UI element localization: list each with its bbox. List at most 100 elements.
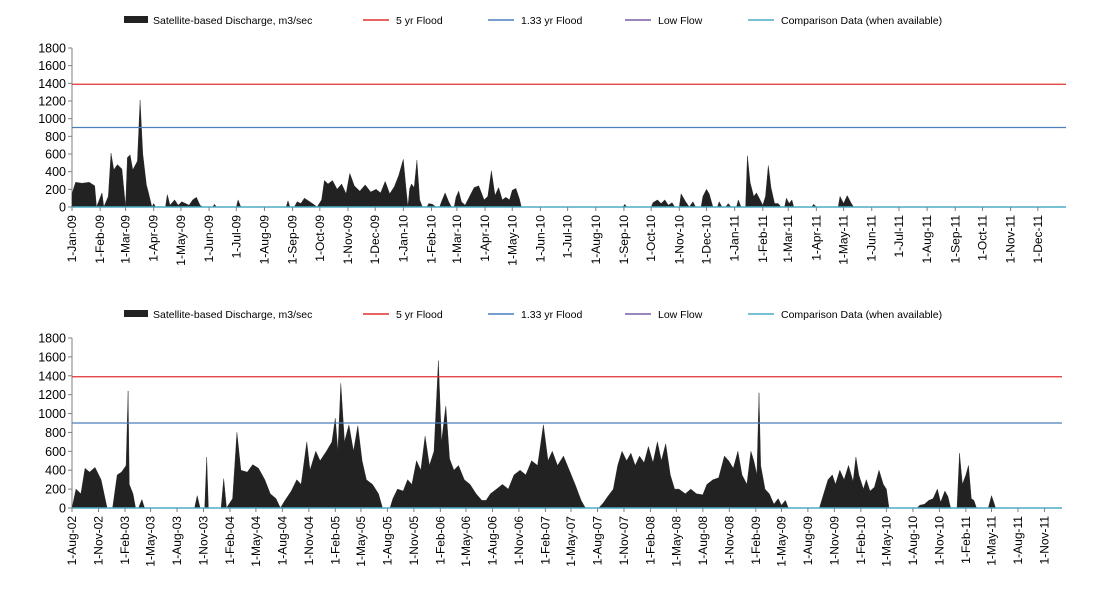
x-tick-label: 1-Nov-07 bbox=[617, 516, 631, 566]
y-tick-label: 1400 bbox=[38, 369, 66, 383]
x-tick-label: 1-Feb-09 bbox=[749, 516, 763, 565]
y-tick-label: 1400 bbox=[38, 77, 66, 91]
y-tick-label: 1200 bbox=[38, 388, 66, 402]
x-tick-label: 1-Nov-03 bbox=[197, 516, 211, 566]
x-tick-label: 1-Feb-10 bbox=[424, 215, 438, 264]
legend-swatch-discharge bbox=[124, 310, 148, 317]
x-tick-label: 1-Dec-09 bbox=[368, 215, 382, 265]
x-tick-label: 1-Sep-09 bbox=[286, 215, 300, 265]
legend-swatch-discharge bbox=[124, 16, 148, 23]
x-tick-label: 1-Aug-10 bbox=[589, 215, 603, 265]
x-tick-label: 1-Jun-10 bbox=[533, 215, 547, 263]
y-tick-label: 200 bbox=[45, 483, 66, 497]
x-tick-label: 1-Aug-07 bbox=[591, 516, 605, 566]
x-tick-label: 1-Nov-04 bbox=[302, 516, 316, 566]
x-tick-label: 1-Feb-08 bbox=[643, 516, 657, 565]
x-tick-label: 1-Dec-10 bbox=[700, 215, 714, 265]
x-tick-label: 1-May-03 bbox=[144, 516, 158, 567]
x-tick-label: 1-Aug-04 bbox=[275, 516, 289, 566]
chart-2: Satellite-based Discharge, m3/sec 5 yr Fl… bbox=[38, 309, 1062, 567]
x-tick-label: 1-Apr-10 bbox=[478, 215, 492, 262]
x-tick-label: 1-Dec-11 bbox=[1031, 215, 1045, 264]
x-tick-label: 1-May-10 bbox=[505, 215, 519, 266]
x-tick-label: 1-Nov-10 bbox=[672, 215, 686, 265]
y-tick-label: 1000 bbox=[38, 112, 66, 126]
x-tick-label: 1-Apr-11 bbox=[809, 215, 823, 261]
x-tick-label: 1-Oct-10 bbox=[644, 215, 658, 262]
x-tick-label: 1-Jun-11 bbox=[865, 215, 879, 262]
y-tick-label: 600 bbox=[45, 445, 66, 459]
x-tick-label: 1-Nov-09 bbox=[827, 516, 841, 566]
y-tick-label: 800 bbox=[45, 130, 66, 144]
x-tick-label: 1-May-07 bbox=[564, 516, 578, 567]
x-tick-label: 1-May-09 bbox=[174, 215, 188, 266]
x-tick-label: 1-Oct-09 bbox=[313, 215, 327, 262]
x-tick-label: 1-Aug-03 bbox=[170, 516, 184, 566]
x-tick-label: 1-Aug-09 bbox=[801, 516, 815, 566]
x-tick-label: 1-Aug-02 bbox=[65, 516, 79, 566]
x-tick-label: 1-Mar-10 bbox=[450, 215, 464, 264]
x-tick-label: 1-Jul-10 bbox=[561, 215, 575, 259]
x-tick-label: 1-Feb-10 bbox=[854, 516, 868, 565]
x-tick-label: 1-Aug-11 bbox=[920, 215, 934, 264]
x-tick-label: 1-Apr-09 bbox=[147, 215, 161, 262]
x-tick-label: 1-Nov-10 bbox=[932, 516, 946, 566]
x-tick-label: 1-May-11 bbox=[984, 516, 998, 566]
x-tick-label: 1-May-09 bbox=[774, 516, 788, 567]
legend-1: Satellite-based Discharge, m3/sec 5 yr Fl… bbox=[124, 15, 942, 27]
x-tick-label: 1-Sep-11 bbox=[948, 215, 962, 264]
x-tick-label: 1-Jun-09 bbox=[202, 215, 216, 263]
x-tick-label: 1-May-05 bbox=[354, 516, 368, 567]
x-tick-label: 1-May-06 bbox=[459, 516, 473, 567]
y-tick-label: 1800 bbox=[38, 332, 66, 346]
x-tick-label: 1-Aug-05 bbox=[380, 516, 394, 566]
y-tick-label: 0 bbox=[59, 201, 66, 215]
legend-2: Satellite-based Discharge, m3/sec 5 yr Fl… bbox=[124, 309, 942, 321]
x-tick-label: 1-Jan-10 bbox=[396, 215, 410, 263]
x-tick-label: 1-Feb-07 bbox=[538, 516, 552, 565]
legend-label: Comparison Data (when available) bbox=[781, 309, 942, 321]
legend-label: 1.33 yr Flood bbox=[521, 309, 582, 321]
y-tick-label: 200 bbox=[45, 183, 66, 197]
x-tick-label: 1-Feb-03 bbox=[118, 516, 132, 565]
chart-1: Satellite-based Discharge, m3/sec 5 yr Fl… bbox=[38, 15, 1066, 266]
x-tick-label: 1-Oct-11 bbox=[975, 215, 989, 261]
x-tick-label: 1-May-08 bbox=[669, 516, 683, 567]
y-tick-label: 0 bbox=[59, 502, 66, 516]
x-tick-label: 1-Nov-09 bbox=[341, 215, 355, 265]
x-tick-label: 1-Feb-11 bbox=[756, 215, 770, 263]
x-tick-label: 1-Mar-09 bbox=[119, 215, 133, 264]
x-tick-label: 1-Aug-11 bbox=[1011, 516, 1025, 565]
x-tick-label: 1-Feb-04 bbox=[223, 516, 237, 565]
legend-label: 5 yr Flood bbox=[396, 15, 443, 27]
x-tick-label: 1-May-11 bbox=[837, 215, 851, 265]
x-tick-label: 1-Nov-02 bbox=[91, 516, 105, 566]
y-tick-label: 800 bbox=[45, 426, 66, 440]
legend-label: Satellite-based Discharge, m3/sec bbox=[153, 15, 312, 27]
x-tick-label: 1-Nov-05 bbox=[407, 516, 421, 566]
y-tick-label: 1200 bbox=[38, 95, 66, 109]
x-tick-label: 1-Mar-11 bbox=[781, 215, 795, 263]
y-tick-label: 400 bbox=[45, 464, 66, 478]
x-tick-label: 1-Feb-11 bbox=[959, 516, 973, 564]
y-tick-label: 1000 bbox=[38, 407, 66, 421]
y-tick-label: 1800 bbox=[38, 42, 66, 56]
x-tick-label: 1-Nov-11 bbox=[1004, 215, 1018, 264]
legend-label: Low Flow bbox=[658, 309, 703, 321]
x-tick-label: 1-Aug-08 bbox=[696, 516, 710, 566]
x-tick-label: 1-Jan-11 bbox=[728, 215, 742, 262]
x-tick-label: 1-Jul-09 bbox=[229, 215, 243, 259]
x-tick-label: 1-Nov-06 bbox=[512, 516, 526, 566]
x-tick-label: 1-Nov-11 bbox=[1037, 516, 1051, 565]
legend-label: Satellite-based Discharge, m3/sec bbox=[153, 309, 312, 321]
x-tick-label: 1-Feb-09 bbox=[93, 215, 107, 264]
discharge-area bbox=[71, 360, 1062, 509]
x-tick-label: 1-Nov-08 bbox=[722, 516, 736, 566]
x-tick-label: 1-Aug-09 bbox=[257, 215, 271, 265]
x-tick-label: 1-Feb-06 bbox=[433, 516, 447, 565]
x-tick-label: 1-May-04 bbox=[249, 516, 263, 567]
legend-label: Comparison Data (when available) bbox=[781, 15, 942, 27]
discharge-area bbox=[71, 100, 1066, 208]
x-tick-label: 1-Jul-11 bbox=[892, 215, 906, 258]
